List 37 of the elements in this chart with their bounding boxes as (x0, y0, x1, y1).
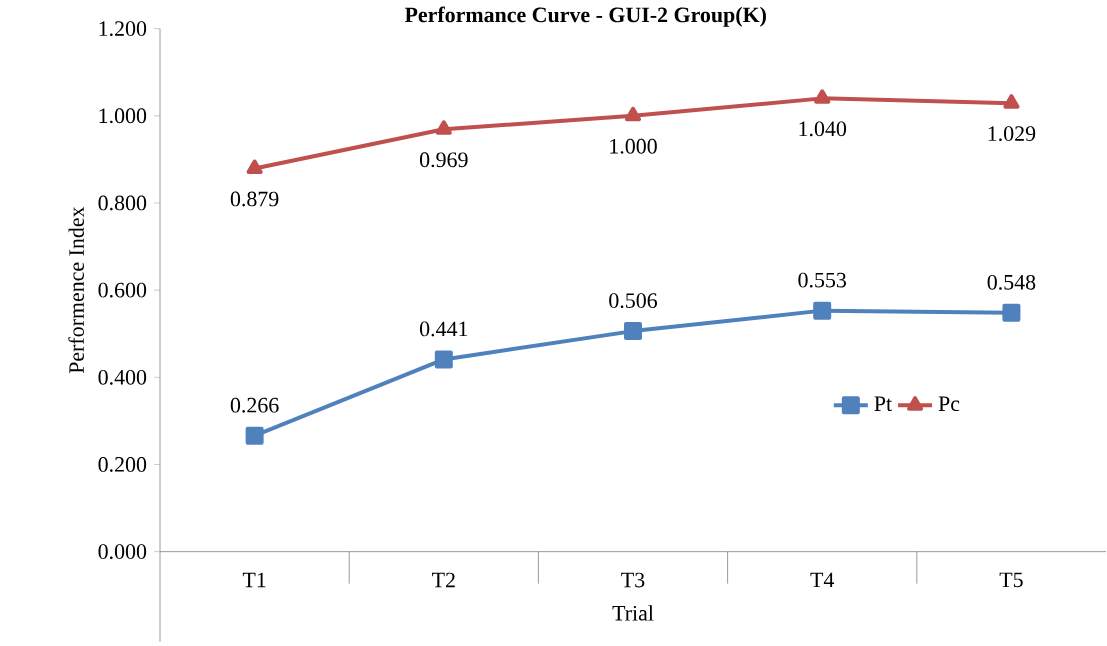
data-label: 0.879 (230, 191, 279, 207)
data-label: 0.506 (609, 293, 658, 309)
y-tick-label: 0.000 (98, 544, 147, 560)
chart-title: Performance Curve - GUI-2 Group(K) (404, 6, 766, 27)
data-label: 1.040 (799, 121, 847, 137)
x-tick-label: T2 (432, 572, 455, 588)
data-label: 1.000 (610, 139, 657, 154)
data-label: 0.553 (798, 272, 846, 288)
data-label: 0.548 (987, 275, 1036, 290)
point (245, 426, 264, 445)
y-tick-label: 0.600 (98, 282, 147, 298)
data-label: 0.441 (420, 321, 468, 337)
data-label: 0.266 (230, 397, 279, 413)
point (624, 322, 643, 341)
point (434, 350, 453, 369)
point (435, 120, 452, 135)
y-tick-label: 0.200 (98, 457, 147, 473)
y-tick-label: 0.800 (98, 195, 147, 211)
y-tick-label: 0.400 (98, 370, 147, 385)
data-label: 1.029 (988, 126, 1036, 142)
x-axis-title: Trial (612, 605, 654, 621)
x-tick-label: T4 (810, 572, 835, 588)
point (1003, 94, 1020, 109)
point (814, 89, 831, 105)
point (813, 301, 832, 320)
point (624, 106, 642, 122)
data-label: 0.969 (420, 152, 468, 168)
y-tick-label: 1.000 (99, 108, 147, 124)
point (1002, 303, 1021, 322)
x-tick-label: T1 (242, 572, 266, 588)
point (246, 159, 263, 175)
y-tick-label: 1.200 (99, 21, 147, 37)
legend-label: Pc (938, 396, 960, 412)
x-tick-label: T3 (621, 572, 645, 588)
legend-label: Pt (874, 396, 892, 412)
y-axis-title: Performence Index (68, 206, 84, 374)
x-tick-label: T5 (999, 572, 1023, 588)
